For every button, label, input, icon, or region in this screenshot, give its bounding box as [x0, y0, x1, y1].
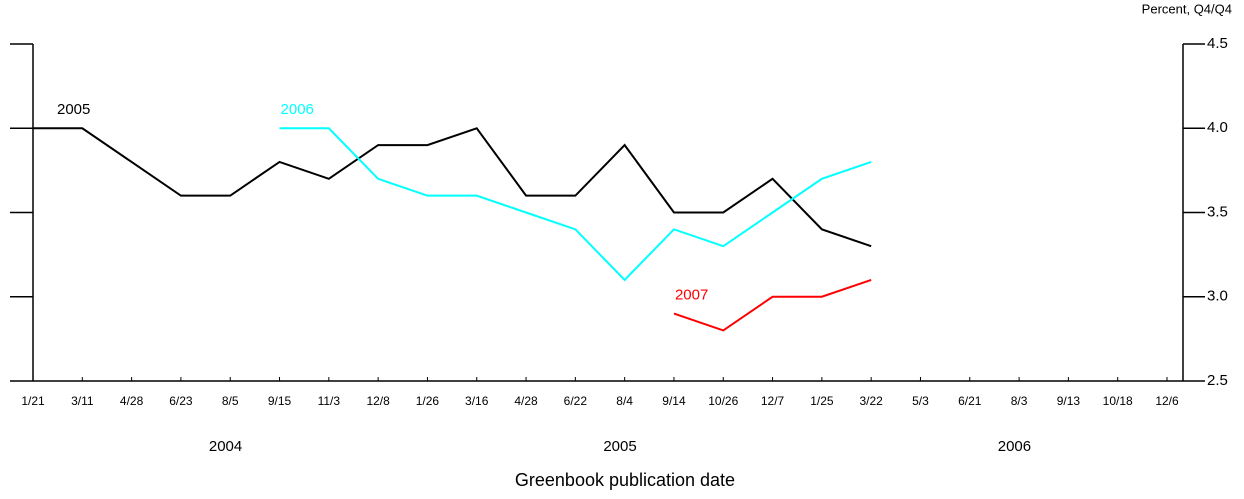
y-tick-label: 4.0 — [1207, 119, 1228, 136]
series-label: 2006 — [281, 101, 314, 118]
series-label: 2005 — [57, 101, 90, 118]
x-tick-label: 4/28 — [120, 394, 144, 408]
x-tick-label: 1/26 — [416, 394, 440, 408]
x-tick-label: 9/15 — [268, 394, 292, 408]
x-tick-label: 3/22 — [859, 394, 883, 408]
x-tick-label: 4/28 — [514, 394, 538, 408]
x-tick-label: 6/23 — [169, 394, 193, 408]
x-tick-label: 1/21 — [21, 394, 45, 408]
x-tick-label: 12/7 — [761, 394, 785, 408]
x-tick-label: 12/8 — [366, 394, 390, 408]
x-tick-label: 10/26 — [708, 394, 738, 408]
x-tick-label: 9/13 — [1057, 394, 1081, 408]
x-tick-label: 11/3 — [318, 394, 341, 408]
x-axis-label: Greenbook publication date — [515, 470, 735, 490]
x-tick-label: 3/16 — [465, 394, 489, 408]
x-tick-label: 8/3 — [1011, 394, 1028, 408]
x-tick-label: 9/14 — [662, 394, 686, 408]
y-tick-label: 3.5 — [1207, 203, 1228, 220]
year-label: 2006 — [998, 438, 1031, 455]
y-tick-label: 4.5 — [1207, 35, 1228, 52]
x-tick-label: 3/11 — [71, 394, 94, 408]
x-tick-label: 8/4 — [616, 394, 633, 408]
y-tick-label: 2.5 — [1207, 372, 1228, 389]
x-tick-label: 12/6 — [1155, 394, 1179, 408]
x-tick-label: 10/18 — [1103, 394, 1133, 408]
x-tick-label: 6/21 — [958, 394, 982, 408]
year-label: 2004 — [209, 438, 242, 455]
x-tick-label: 6/22 — [564, 394, 588, 408]
x-tick-label: 1/25 — [810, 394, 834, 408]
x-tick-label: 8/5 — [222, 394, 239, 408]
y-tick-label: 3.0 — [1207, 288, 1228, 305]
series-line — [279, 127, 872, 282]
year-label: 2005 — [603, 438, 636, 455]
x-tick-label: 5/3 — [912, 394, 929, 408]
series-line — [673, 278, 872, 332]
y-axis-label: Percent, Q4/Q4 — [1142, 1, 1232, 16]
series-label: 2007 — [675, 287, 708, 304]
series-line — [33, 127, 872, 248]
